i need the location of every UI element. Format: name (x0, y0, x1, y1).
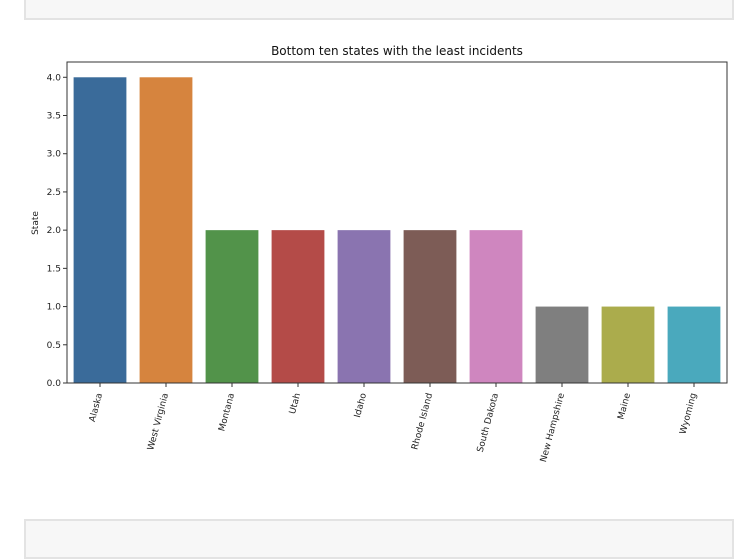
x-axis: Alaska West Virginia Montana Utah Idaho Rhode… (88, 383, 699, 463)
x-tick-label: Montana (217, 392, 237, 433)
bar-wyoming (667, 306, 721, 383)
bar-idaho (337, 230, 391, 383)
bar-rhode-island (403, 230, 457, 383)
y-tick-label: 3.0 (47, 150, 62, 160)
bars-group (73, 77, 721, 384)
bar-west-virginia (139, 77, 193, 384)
x-tick-label: Rhode Island (410, 392, 435, 451)
notebook-cell-top (24, 0, 734, 20)
bar-utah (271, 230, 325, 383)
x-tick-label: New Hampshire (539, 392, 567, 464)
y-tick-label: 4.0 (47, 73, 62, 83)
plot-area-frame (66, 61, 728, 384)
chart-title: Bottom ten states with the least inciden… (271, 44, 523, 58)
y-tick-label: 0.0 (47, 379, 62, 389)
y-tick-label: 2.5 (47, 188, 61, 198)
y-tick-label: 1.0 (47, 303, 62, 313)
x-tick-label: South Dakota (476, 392, 501, 453)
bar-maine (601, 306, 655, 383)
y-tick-label: 3.5 (47, 112, 61, 122)
y-axis-label: State (31, 211, 41, 235)
notebook-cell-bottom (24, 519, 734, 559)
x-tick-label: Alaska (88, 392, 105, 423)
x-tick-label: Wyoming (679, 392, 700, 435)
y-axis: 0.0 0.5 1.0 1.5 2.0 2.5 3.0 3.5 4.0 (47, 73, 67, 389)
x-tick-label: Utah (288, 392, 303, 415)
bar-montana (205, 230, 259, 383)
x-tick-label: West Virginia (146, 392, 171, 452)
y-tick-label: 0.5 (47, 341, 61, 351)
x-tick-label: Maine (616, 392, 633, 421)
bar-alaska (73, 77, 127, 384)
y-tick-label: 1.5 (47, 264, 61, 274)
x-tick-label: Idaho (353, 392, 369, 419)
y-tick-label: 2.0 (47, 226, 62, 236)
bar-south-dakota (469, 230, 523, 383)
bar-new-hampshire (535, 306, 589, 383)
